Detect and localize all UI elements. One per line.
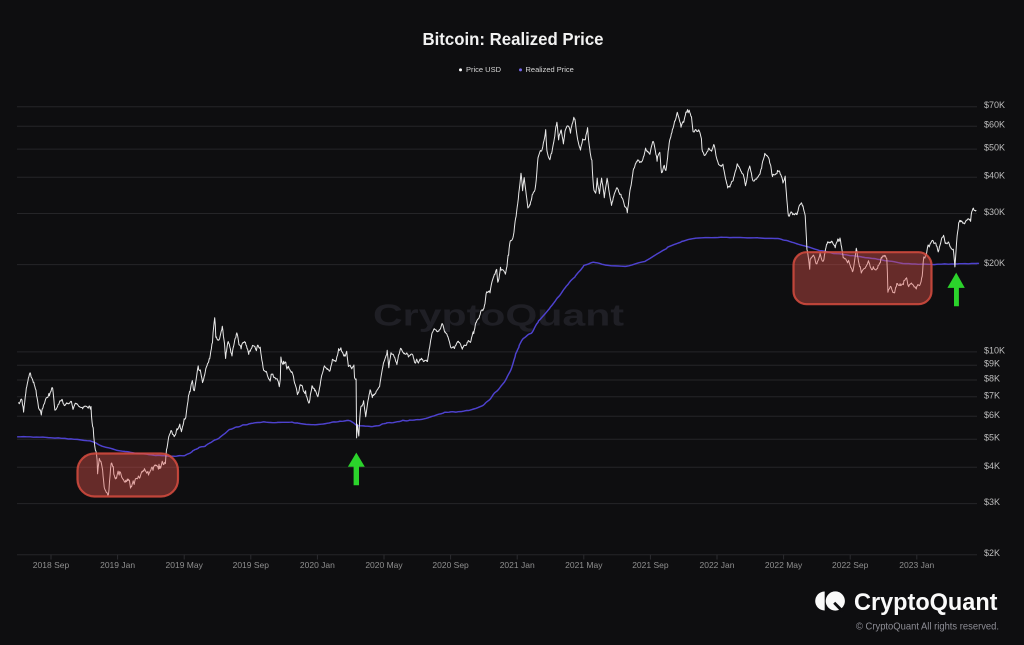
svg-text:2020 Sep: 2020 Sep: [432, 560, 469, 570]
svg-text:$4K: $4K: [984, 461, 1000, 471]
svg-text:2021 May: 2021 May: [565, 560, 603, 570]
svg-text:$70K: $70K: [984, 100, 1005, 110]
svg-text:$6K: $6K: [984, 410, 1000, 420]
svg-text:2018 Sep: 2018 Sep: [33, 560, 70, 570]
svg-text:$9K: $9K: [984, 359, 1000, 369]
svg-text:$40K: $40K: [984, 171, 1005, 181]
svg-text:2022 Sep: 2022 Sep: [832, 560, 869, 570]
svg-text:Bitcoin: Realized Price: Bitcoin: Realized Price: [423, 29, 604, 49]
svg-text:$10K: $10K: [984, 345, 1005, 355]
svg-text:$50K: $50K: [984, 143, 1005, 153]
svg-text:2020 May: 2020 May: [365, 560, 403, 570]
svg-text:$3K: $3K: [984, 497, 1000, 507]
svg-text:2019 Jan: 2019 Jan: [100, 560, 135, 570]
svg-text:$60K: $60K: [984, 120, 1005, 130]
svg-text:2020 Jan: 2020 Jan: [300, 560, 335, 570]
svg-text:© CryptoQuant All rights reser: © CryptoQuant All rights reserved.: [856, 621, 999, 633]
svg-text:$2K: $2K: [984, 548, 1000, 558]
svg-text:$8K: $8K: [984, 374, 1000, 384]
svg-text:Realized Price: Realized Price: [526, 65, 574, 74]
svg-text:$20K: $20K: [984, 258, 1005, 268]
svg-text:2021 Sep: 2021 Sep: [632, 560, 669, 570]
svg-text:CryptoQuant: CryptoQuant: [373, 298, 624, 333]
svg-text:2021 Jan: 2021 Jan: [500, 560, 535, 570]
svg-text:2022 Jan: 2022 Jan: [700, 560, 735, 570]
svg-text:CryptoQuant: CryptoQuant: [854, 589, 998, 616]
svg-text:$7K: $7K: [984, 390, 1000, 400]
svg-text:$5K: $5K: [984, 433, 1000, 443]
svg-text:$30K: $30K: [984, 207, 1005, 217]
svg-text:2019 May: 2019 May: [166, 560, 204, 570]
svg-text:2023 Jan: 2023 Jan: [899, 560, 934, 570]
svg-text:2019 Sep: 2019 Sep: [233, 560, 270, 570]
svg-text:2022 May: 2022 May: [765, 560, 803, 570]
svg-text:Price USD: Price USD: [466, 65, 502, 74]
